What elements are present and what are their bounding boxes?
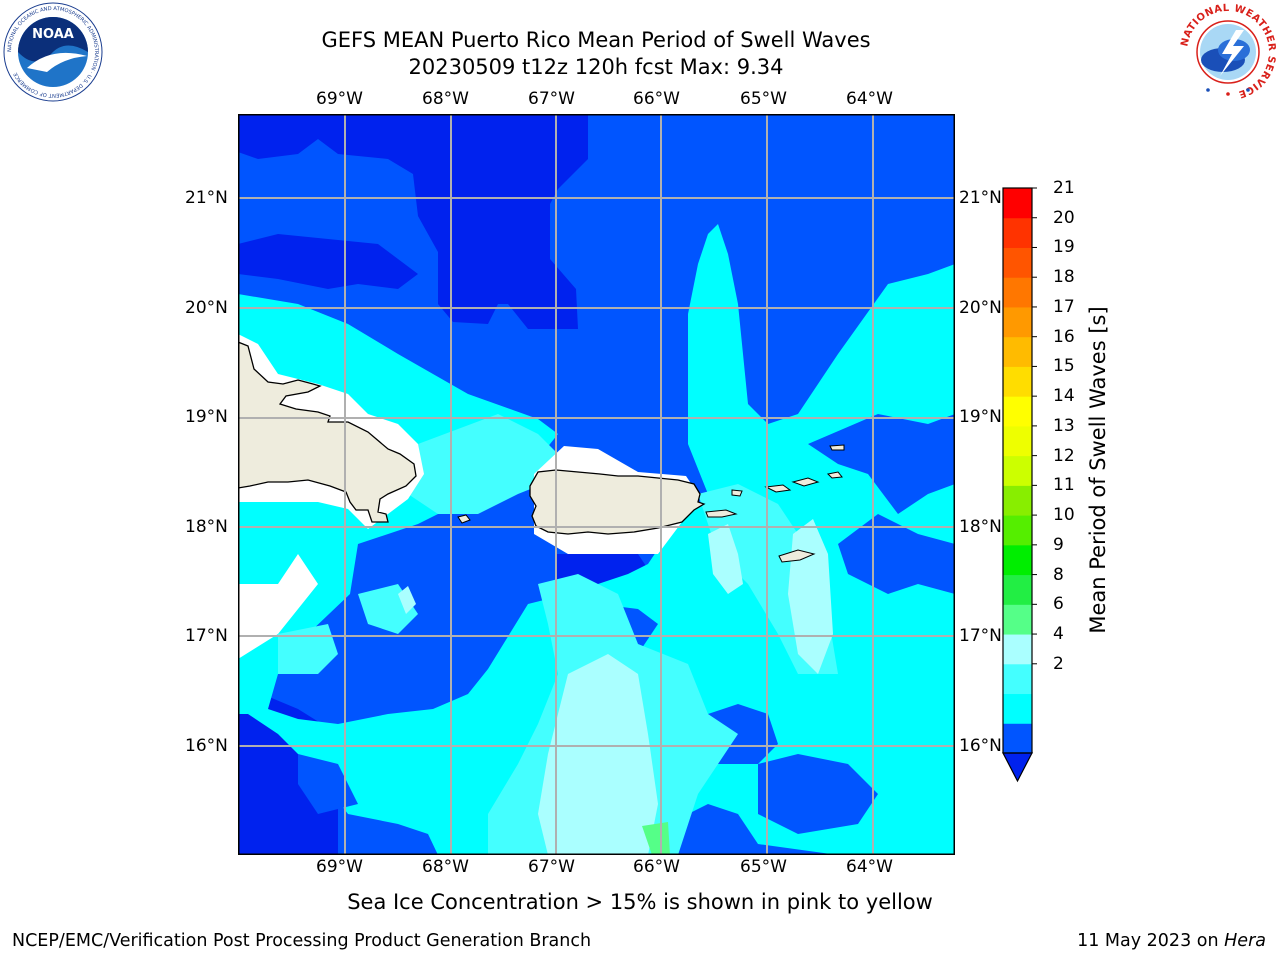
footer-date-text: 11 May 2023 on [1077,931,1225,951]
lat-label-left-16n: 16°N [185,736,228,756]
colorbar-tick-label: 15 [1053,356,1075,377]
chart-title: GEFS MEAN Puerto Rico Mean Period of Swe… [321,28,871,52]
land-st-croix [778,549,816,563]
land-hispaniola [238,341,417,523]
lon-label-bottom-67w: 67°W [528,857,575,877]
colorbar-tick-label: 9 [1053,534,1064,555]
colorbar-tick-label: 8 [1053,564,1064,585]
colorbar-segment [1003,574,1032,605]
land-vieques [705,509,738,518]
land-virgin-gorda [826,471,843,479]
colorbar-tick-label: 4 [1053,624,1064,645]
colorbar-segment [1003,217,1032,248]
land-culebra [731,489,743,497]
colorbar-segment [1003,366,1032,397]
swell-period-map [238,114,955,855]
colorbar-segment [1003,634,1032,665]
colorbar-tick-label: 14 [1053,386,1075,407]
lat-label-left-19n: 19°N [185,407,228,427]
nws-logo: NATIONAL WEATHER SERVICE [1178,2,1278,102]
colorbar-segment [1003,188,1032,219]
land-tortola [791,477,820,487]
noaa-logo: NATIONAL OCEANIC AND ATMOSPHERIC ADMINIS… [3,2,103,102]
colorbar-tick-label: 10 [1053,505,1075,526]
lon-label-top-69w: 69°W [316,89,363,109]
lon-label-bottom-66w: 66°W [633,857,680,877]
lon-label-top-66w: 66°W [633,89,680,109]
lat-label-left-21n: 21°N [185,188,228,208]
colorbar-segment [1003,306,1032,338]
colorbar-segment [1003,336,1032,367]
colorbar-segment [1003,485,1032,516]
contour-9-10 [642,822,670,855]
colorbar-segment [1003,515,1032,546]
colorbar-segment [1003,693,1032,724]
lat-label-right-19n: 19°N [959,407,1002,427]
colorbar-segment [1003,247,1032,278]
chart-subtitle: 20230509 t12z 120h fcst Max: 9.34 [408,55,784,79]
colorbar-segment [1003,663,1032,695]
colorbar-tick-label: 12 [1053,445,1075,466]
map-frame [238,114,955,855]
lon-label-bottom-69w: 69°W [316,857,363,877]
lon-label-top-65w: 65°W [740,89,787,109]
colorbar-frame [1002,187,1033,754]
colorbar-tick-label: 18 [1053,267,1075,288]
land-anegada [829,444,845,451]
colorbar-under-extension [1002,752,1033,783]
colorbar-tick-label: 19 [1053,237,1075,258]
colorbar-tick-label: 21 [1053,178,1075,198]
colorbar-segment [1003,396,1032,427]
lat-label-left-20n: 20°N [185,298,228,318]
lat-label-right-20n: 20°N [959,298,1002,318]
graticule [238,114,955,855]
lon-label-top-68w: 68°W [422,89,469,109]
footer-host: Hera [1224,931,1266,951]
land-st-thomas [764,484,792,493]
footer-credit: NCEP/EMC/Verification Post Processing Pr… [12,931,592,951]
colorbar-tick-label: 2 [1053,653,1064,674]
colorbar-segment [1003,544,1032,576]
lon-label-bottom-65w: 65°W [740,857,787,877]
contour-4-6 [238,224,955,855]
colorbar-tick-label: 16 [1053,326,1075,347]
lon-label-bottom-68w: 68°W [422,857,469,877]
colorbar-segment [1003,723,1032,754]
colorbar-segment [1003,604,1032,635]
noaa-logo-text: NOAA [32,27,74,42]
lon-label-bottom-64w: 64°W [846,857,893,877]
lat-label-right-17n: 17°N [959,626,1002,646]
colorbar-segment [1003,455,1032,486]
colorbar-segment [1003,277,1032,308]
lat-label-right-16n: 16°N [959,736,1002,756]
lat-label-left-18n: 18°N [185,517,228,537]
sea-ice-caption: Sea Ice Concentration > 15% is shown in … [347,890,933,914]
colorbar-tick-label: 13 [1053,415,1075,436]
colorbar-segment [1003,425,1032,457]
colorbar-tick-label: 20 [1053,207,1075,228]
colorbar-tick-label: 17 [1053,296,1075,317]
lon-label-top-64w: 64°W [846,89,893,109]
footer-date: 11 May 2023 on Hera [1077,931,1266,951]
lat-label-right-18n: 18°N [959,517,1002,537]
land-mona-island [457,514,471,524]
colorbar-tick-label: 6 [1053,594,1064,615]
lon-label-top-67w: 67°W [528,89,575,109]
colorbar [1002,187,1037,783]
lat-label-right-21n: 21°N [959,188,1002,208]
lat-label-left-17n: 17°N [185,626,228,646]
colorbar-tick-label: 11 [1053,475,1075,496]
